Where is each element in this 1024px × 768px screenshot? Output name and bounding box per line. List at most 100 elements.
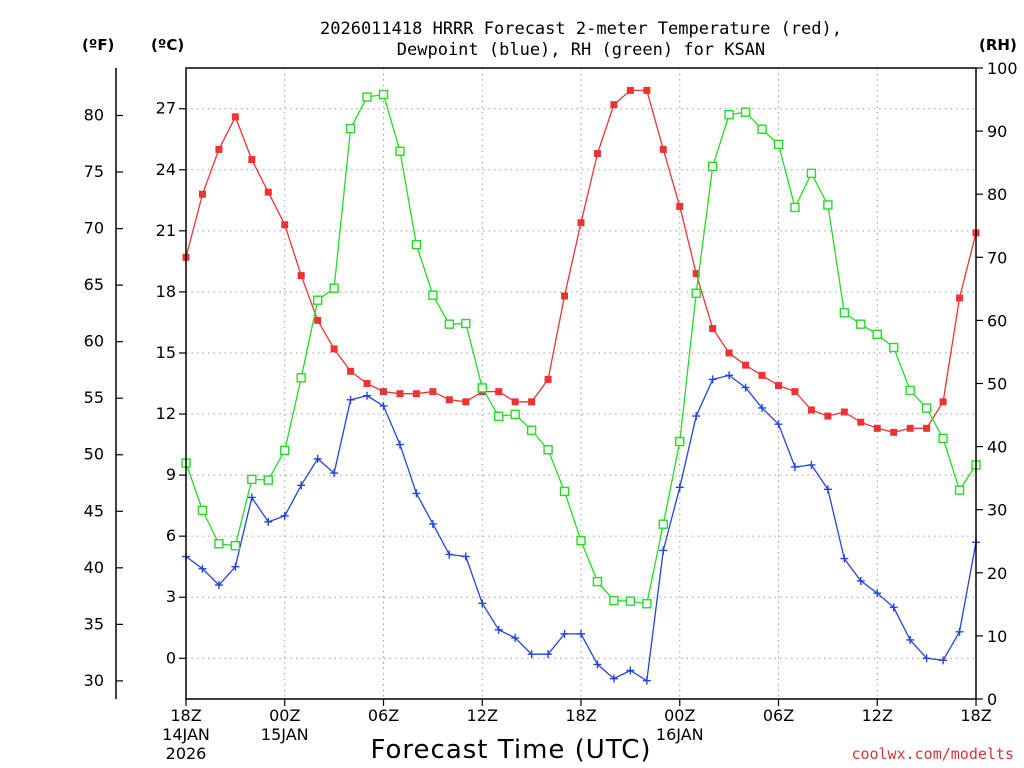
2-meter-temperature-point [380, 388, 387, 396]
dewpoint-point [922, 654, 931, 663]
celsius-tick-label: 18 [156, 282, 176, 301]
rh-tick-label: 0 [987, 690, 997, 709]
fahrenheit-tick-label: 55 [84, 388, 104, 407]
rh-point [461, 318, 471, 329]
fahrenheit-tick-label: 30 [84, 671, 104, 690]
2-meter-temperature-point [330, 345, 338, 353]
2-meter-temperature-point [692, 270, 700, 278]
rh-tick-label: 80 [987, 185, 1007, 204]
rh-tick-label: 20 [987, 564, 1007, 583]
2-meter-temperature-point [544, 375, 552, 383]
dewpoint-point [544, 650, 553, 659]
rh-point [559, 486, 570, 497]
2-meter-temperature-point [857, 418, 865, 426]
rh-tick-label: 40 [987, 438, 1007, 457]
2-meter-temperature-point [610, 101, 618, 109]
dewpoint-point [247, 493, 256, 502]
2-meter-temperature-point [742, 361, 750, 369]
2-meter-temperature-point [314, 316, 322, 324]
2-meter-temperature-point [709, 325, 717, 333]
rh-point [395, 146, 405, 156]
x-tick-label: 12Z [862, 706, 893, 725]
rh-point [296, 373, 306, 383]
dewpoint-point [527, 650, 536, 659]
2-meter-temperature-point [347, 367, 355, 375]
dewpoint-point [478, 599, 487, 608]
series-layer [181, 86, 981, 685]
dewpoint-point [412, 489, 421, 498]
celsius-tick-label: 15 [156, 343, 176, 362]
2-meter-temperature-point [873, 424, 881, 432]
dewpoint-point [428, 519, 437, 528]
rh-tick-label: 10 [987, 627, 1007, 646]
dewpoint-point [214, 581, 223, 590]
celsius-tick-label: 12 [156, 404, 176, 423]
rh-point [526, 425, 537, 435]
2-meter-temperature-point [396, 390, 404, 398]
celsius-tick-label: 0 [166, 648, 176, 667]
rh-point [444, 319, 455, 329]
2-meter-temperature-point [495, 388, 503, 396]
dewpoint-point [280, 511, 289, 520]
chart-title-line1: 2026011418 HRRR Forecast 2-meter Tempera… [320, 19, 842, 39]
rh-point [312, 295, 323, 305]
x-tick-label: 14JAN [162, 725, 210, 744]
rh-point [856, 319, 866, 329]
dewpoint-point [823, 485, 832, 494]
rh-point [773, 139, 784, 150]
celsius-tick-label: 24 [156, 160, 176, 179]
rh-point [625, 596, 636, 606]
rh-point [724, 109, 734, 120]
dewpoint-point [659, 546, 668, 555]
dewpoint-point [264, 517, 273, 526]
fahrenheit-axis-label: (ºF) [82, 36, 114, 54]
rh-tick-label: 30 [987, 501, 1007, 520]
rh-point [872, 329, 882, 339]
rh-tick-label: 50 [987, 375, 1007, 394]
rh-point [247, 474, 257, 485]
dewpoint-point [363, 391, 372, 400]
x-tick-label: 12Z [467, 706, 498, 725]
x-tick-label: 00Z [269, 706, 300, 725]
dewpoint-point [840, 554, 849, 563]
2-meter-temperature-point [659, 145, 667, 153]
watermark: coolwx.com/modelts [851, 745, 1014, 763]
celsius-tick-label: 27 [156, 99, 176, 118]
fahrenheit-tick-label: 75 [84, 162, 104, 181]
2-meter-temperature-point [561, 292, 569, 300]
dewpoint-point [692, 412, 701, 421]
rh-point [329, 283, 339, 293]
dewpoint-point [708, 375, 717, 384]
rh-tick-label: 100 [987, 59, 1018, 78]
2-meter-temperature-point [725, 349, 733, 357]
rh-point [510, 409, 520, 420]
dewpoint-point [346, 395, 355, 404]
dewpoint-point [889, 603, 898, 612]
2-meter-temperature-point [643, 86, 651, 94]
x-tick-label: 18Z [170, 706, 201, 725]
2-meter-temperature-point [297, 272, 305, 280]
dewpoint-point [725, 371, 734, 380]
rh-point [658, 519, 668, 529]
2-meter-temperature-point [363, 380, 371, 387]
2-meter-temperature-point [231, 113, 239, 121]
rh-point [543, 445, 553, 455]
dewpoint-point [577, 629, 585, 638]
rh-point [280, 445, 290, 456]
fahrenheit-tick-label: 65 [84, 275, 104, 294]
rh-point [757, 124, 767, 134]
celsius-tick-label: 9 [166, 465, 176, 484]
rh-point [642, 599, 652, 609]
rh-point [214, 539, 224, 549]
fahrenheit-tick-label: 80 [84, 105, 104, 124]
rh-tick-label: 60 [987, 311, 1007, 330]
dewpoint-point [626, 666, 635, 675]
axes-layer: 0369121518212427303540455055606570758001… [84, 59, 1018, 763]
rh-point [954, 485, 965, 495]
dewpoint-point [379, 401, 388, 410]
rh-point [790, 202, 800, 213]
dewpoint-point [313, 454, 322, 463]
rh-point [345, 123, 356, 134]
2-meter-temperature-point [215, 145, 223, 153]
dewpoint-point [758, 403, 767, 412]
